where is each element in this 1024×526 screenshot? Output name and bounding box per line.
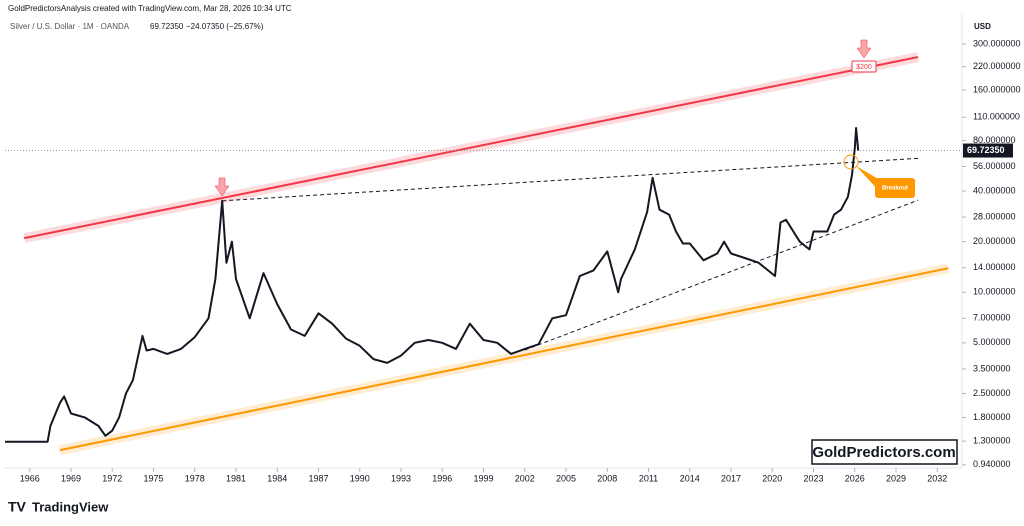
x-tick-label: 1999 [473, 473, 493, 483]
axis-unit: USD [974, 22, 991, 31]
dashed-trendline [222, 157, 921, 202]
annotation-label: $200 [856, 64, 872, 71]
legend-change: −24.07350 (−25.67%) [186, 22, 264, 31]
dashed-trendline [524, 199, 919, 351]
x-tick-label: 1966 [20, 473, 40, 483]
breakout-label: Breakout [882, 186, 908, 192]
x-tick-label: 2023 [803, 473, 823, 483]
x-tick-label: 2026 [845, 473, 865, 483]
x-tick-label: 2005 [556, 473, 576, 483]
brand: TV TradingView [8, 499, 109, 515]
breakout-box [875, 178, 915, 198]
x-tick-label: 2002 [515, 473, 535, 483]
trendline [24, 56, 919, 240]
y-tick-label: 80.000000 [973, 135, 1016, 145]
x-tick-label: 1993 [391, 473, 411, 483]
x-tick-label: 2029 [886, 473, 906, 483]
x-tick-label: 2032 [927, 473, 947, 483]
y-tick-label: 2.500000 [973, 388, 1011, 398]
x-tick-label: 1984 [267, 473, 287, 483]
x-tick-label: 1978 [185, 473, 205, 483]
x-tick-label: 1990 [350, 473, 370, 483]
y-tick-label: 0.940000 [973, 459, 1011, 469]
x-tick-label: 1987 [308, 473, 328, 483]
watermark-box [811, 439, 958, 465]
trendline [59, 267, 949, 452]
y-tick-label: 1.800000 [973, 412, 1011, 422]
brand-logo: TV [8, 499, 27, 515]
price-line-series [5, 127, 860, 443]
y-tick-label: 220.000000 [973, 61, 1021, 71]
y-tick-label: 300.000000 [973, 38, 1021, 48]
x-tick-label: 2014 [680, 473, 700, 483]
y-tick-label: 40.000000 [973, 185, 1016, 195]
x-tick-label: 1975 [143, 473, 163, 483]
last-price-tag: 69.72350 [963, 143, 1013, 158]
y-tick-label: 3.500000 [973, 363, 1011, 373]
last-price-label: 69.72350 [967, 145, 1005, 155]
y-tick-label: 10.000000 [973, 287, 1016, 297]
y-tick-label: 1.300000 [973, 436, 1011, 446]
x-tick-label: 2020 [762, 473, 782, 483]
x-tick-label: 1996 [432, 473, 452, 483]
breakout-circle [843, 154, 859, 170]
x-tick-label: 2017 [721, 473, 741, 483]
y-tick-label: 28.000000 [973, 211, 1016, 221]
y-tick-label: 5.000000 [973, 337, 1011, 347]
callout-pointer [856, 166, 880, 192]
last-price-box [963, 143, 1013, 158]
header: GoldPredictorsAnalysis created with Trad… [8, 4, 292, 13]
x-tick-label: 1981 [226, 473, 246, 483]
annotation-box [851, 60, 877, 73]
y-tick-label: 160.000000 [973, 84, 1021, 94]
x-tick-label: 1969 [61, 473, 81, 483]
y-tick-label: 110.000000 [973, 112, 1020, 122]
watermark: GoldPredictors.com [812, 444, 955, 461]
y-tick-label: 20.000000 [973, 236, 1016, 246]
legend-symbol: Silver / U.S. Dollar · 1M · OANDA [10, 22, 130, 31]
y-tick-label: 14.000000 [973, 262, 1016, 272]
arrow-marker [214, 177, 230, 197]
legend-price: 69.72350 [150, 22, 184, 31]
arrow-marker [856, 39, 872, 59]
x-tick-label: 2011 [639, 473, 658, 483]
x-tick-label: 2008 [597, 473, 617, 483]
y-tick-label: 56.000000 [973, 161, 1016, 171]
x-tick-label: 1972 [102, 473, 122, 483]
y-tick-label: 7.000000 [973, 313, 1011, 323]
brand-name: TradingView [32, 499, 109, 514]
